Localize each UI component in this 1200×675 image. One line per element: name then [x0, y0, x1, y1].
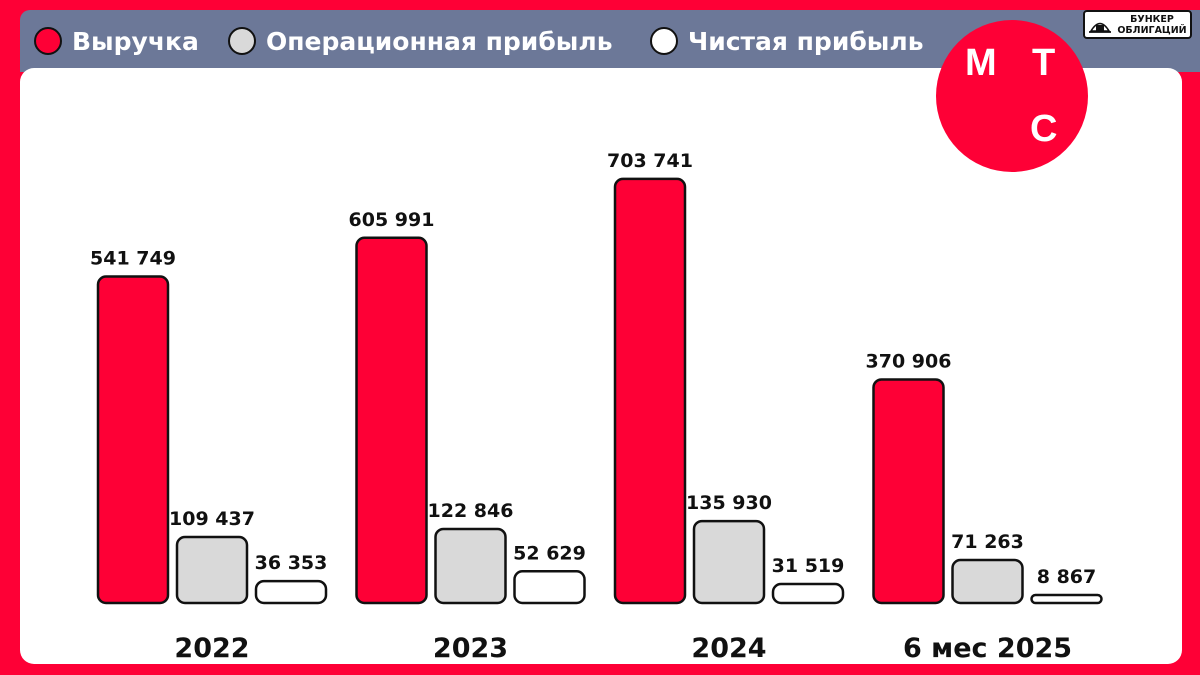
mts-logo: М Т С: [936, 20, 1088, 172]
legend-item-operating-profit: Операционная прибыль: [228, 24, 613, 58]
data-label-2024-series-2: 31 519: [772, 555, 845, 577]
bar-2022-series-1: [175, 535, 249, 605]
bar-6-мес-2025-series-0: [872, 378, 945, 605]
data-label-2023-series-1: 122 846: [428, 500, 514, 522]
legend-label-revenue: Выручка: [72, 26, 199, 56]
brand-line-2: ОБЛИГАЦИЙ: [1117, 25, 1187, 36]
bar-2022-series-0: [96, 275, 170, 605]
bar-2024-series-2: [771, 582, 845, 605]
logo-letter-s: С: [1030, 108, 1058, 150]
legend-swatch-revenue: [34, 27, 62, 55]
legend-swatch-operating-profit: [228, 27, 256, 55]
data-label-2022-series-2: 36 353: [255, 552, 328, 574]
legend-label-net-profit: Чистая прибыль: [688, 26, 924, 56]
bar-2024-series-0: [613, 177, 687, 605]
data-label-2022-series-0: 541 749: [90, 248, 176, 270]
data-label-2022-series-1: 109 437: [169, 508, 255, 530]
category-label-2022: 2022: [174, 633, 249, 664]
legend-item-revenue: Выручка: [34, 24, 199, 58]
legend-swatch-net-profit: [650, 27, 678, 55]
bar-2023-series-1: [434, 527, 507, 605]
bar-6-мес-2025-series-1: [951, 558, 1024, 605]
category-label-6-мес-2025: 6 мес 2025: [903, 633, 1072, 664]
logo-letter-m: М: [965, 42, 997, 84]
data-label-6-мес-2025-series-2: 8 867: [1037, 566, 1097, 588]
bar-2023-series-0: [355, 236, 428, 605]
data-label-2023-series-0: 605 991: [349, 209, 435, 231]
bunker-icon: [1089, 22, 1111, 33]
legend-item-net-profit: Чистая прибыль: [650, 24, 924, 58]
brand-name: БУНКЕР ОБЛИГАЦИЙ: [1113, 14, 1191, 36]
legend-label-operating-profit: Операционная прибыль: [266, 26, 613, 56]
bar-2024-series-1: [692, 519, 766, 605]
bar-2023-series-2: [513, 570, 586, 605]
data-label-2023-series-2: 52 629: [513, 542, 586, 564]
data-label-6-мес-2025-series-0: 370 906: [866, 350, 952, 372]
data-label-2024-series-0: 703 741: [607, 150, 693, 172]
category-label-2023: 2023: [433, 633, 508, 664]
data-label-2024-series-1: 135 930: [686, 492, 772, 514]
logo-letter-t: Т: [1032, 42, 1056, 84]
category-label-2024: 2024: [691, 633, 766, 664]
bar-2022-series-2: [254, 579, 328, 605]
brand-badge: БУНКЕР ОБЛИГАЦИЙ: [1083, 10, 1192, 39]
data-label-6-мес-2025-series-1: 71 263: [951, 531, 1024, 553]
brand-line-1: БУНКЕР: [1130, 14, 1174, 25]
bar-6-мес-2025-series-2: [1030, 593, 1103, 605]
